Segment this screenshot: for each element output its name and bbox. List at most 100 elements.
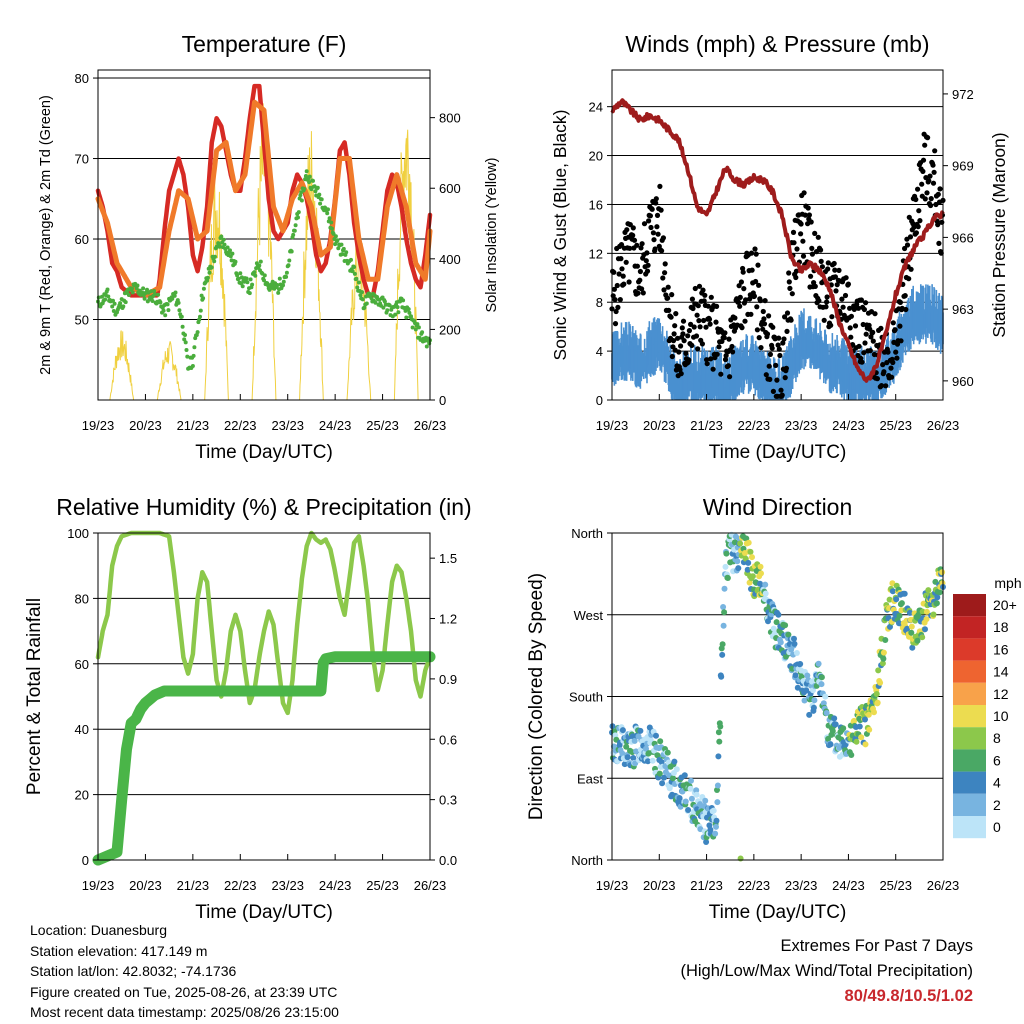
- gust-point: [926, 178, 932, 184]
- direction-point: [791, 640, 798, 647]
- gust-point: [833, 288, 839, 294]
- gust-point: [648, 224, 654, 231]
- extremes-values: 80/49.8/10.5/1.02: [844, 987, 973, 1005]
- direction-point: [644, 758, 651, 765]
- gust-point: [920, 157, 927, 163]
- dewpoint-point: [177, 308, 182, 313]
- y-tick-label: East: [577, 771, 603, 786]
- dewpoint-point: [225, 245, 230, 250]
- direction-point: [621, 761, 628, 768]
- gust-point: [680, 318, 687, 324]
- gust-point: [660, 275, 666, 281]
- gust-point: [925, 135, 931, 141]
- gust-point: [639, 286, 645, 292]
- dewpoint-point: [110, 304, 115, 309]
- y2-tick-label: 1.5: [439, 551, 457, 566]
- temperature-9m-line: [95, 99, 433, 298]
- gust-point: [708, 356, 714, 362]
- dewpoint-point: [424, 344, 429, 349]
- direction-point: [630, 755, 637, 761]
- gust-point: [756, 282, 762, 288]
- dewpoint-point: [248, 277, 253, 282]
- dewpoint-point: [358, 293, 363, 298]
- gust-point: [695, 303, 701, 309]
- gust-point: [816, 298, 822, 304]
- dewpoint-point: [183, 340, 188, 345]
- y2-tick-label: 200: [439, 322, 461, 337]
- y-tick-label: 20: [75, 788, 89, 803]
- y2-tick-label: 0.0: [439, 853, 457, 868]
- dewpoint-point: [395, 305, 400, 310]
- gust-point: [662, 261, 668, 267]
- direction-point: [880, 649, 887, 656]
- y2-tick-label: 966: [952, 230, 974, 245]
- direction-point: [818, 674, 825, 681]
- direction-point: [871, 709, 877, 716]
- direction-point: [719, 641, 726, 648]
- direction-point: [904, 625, 911, 632]
- gust-point: [680, 331, 686, 337]
- gust-point: [766, 363, 772, 369]
- x-tick-label: 19/23: [82, 418, 115, 433]
- gust-point: [789, 291, 795, 297]
- direction-point: [762, 590, 769, 597]
- y2-tick-label: 960: [952, 374, 974, 389]
- gust-point: [737, 294, 743, 300]
- gust-point: [893, 349, 899, 355]
- gust-point: [880, 362, 886, 368]
- gust-point: [813, 249, 820, 255]
- gust-point: [701, 317, 707, 324]
- dewpoint-point: [103, 297, 108, 302]
- dewpoint-point: [262, 273, 267, 278]
- gust-point: [883, 383, 889, 389]
- gust-point: [847, 325, 853, 331]
- colorbar-swatch: [953, 727, 986, 750]
- direction-point: [875, 667, 882, 674]
- x-tick-label: 21/23: [690, 878, 723, 893]
- dewpoint-point: [130, 286, 134, 291]
- direction-point: [715, 729, 722, 736]
- x-axis-label: Time (Day/UTC): [195, 442, 333, 463]
- gust-point: [614, 282, 620, 289]
- gust-point: [928, 196, 934, 202]
- gust-point: [903, 306, 909, 313]
- gust-point: [922, 142, 928, 148]
- gust-point: [798, 221, 804, 227]
- gust-point: [784, 328, 790, 334]
- direction-point: [717, 723, 724, 730]
- gust-point: [786, 279, 792, 285]
- gust-point: [691, 324, 697, 330]
- gust-point: [637, 277, 643, 283]
- direction-point: [714, 787, 720, 793]
- gust-point: [831, 260, 837, 267]
- direction-point: [858, 734, 865, 741]
- direction-point: [744, 566, 751, 573]
- dewpoint-point: [360, 290, 364, 295]
- direction-point: [827, 741, 834, 748]
- gust-point: [742, 318, 748, 324]
- gust-point: [653, 196, 659, 202]
- gust-point: [689, 296, 696, 302]
- chart-panel-temperature: Temperature (F) Time (Day/UTC) 2m & 9m T (…: [38, 31, 500, 463]
- y-tick-label: 70: [75, 152, 89, 167]
- dewpoint-point: [235, 273, 240, 278]
- dewpoint-point: [296, 210, 301, 215]
- gust-point: [749, 267, 755, 273]
- gust-point: [834, 282, 840, 288]
- y-axis-label: Sonic Wind & Gust (Blue, Black): [550, 110, 570, 361]
- gust-point: [848, 334, 854, 340]
- gust-point: [801, 190, 807, 196]
- dewpoint-point: [236, 276, 241, 281]
- dewpoint-point: [111, 298, 115, 303]
- dewpoint-point: [302, 186, 307, 191]
- dewpoint-point: [112, 301, 117, 306]
- dewpoint-point: [135, 283, 140, 288]
- gust-point: [676, 349, 682, 355]
- gust-point: [726, 336, 732, 342]
- direction-point: [682, 798, 689, 805]
- gust-point: [888, 365, 894, 371]
- dewpoint-point: [165, 302, 170, 307]
- gust-point: [920, 168, 926, 174]
- gust-point: [892, 327, 898, 333]
- dewpoint-point: [207, 270, 212, 275]
